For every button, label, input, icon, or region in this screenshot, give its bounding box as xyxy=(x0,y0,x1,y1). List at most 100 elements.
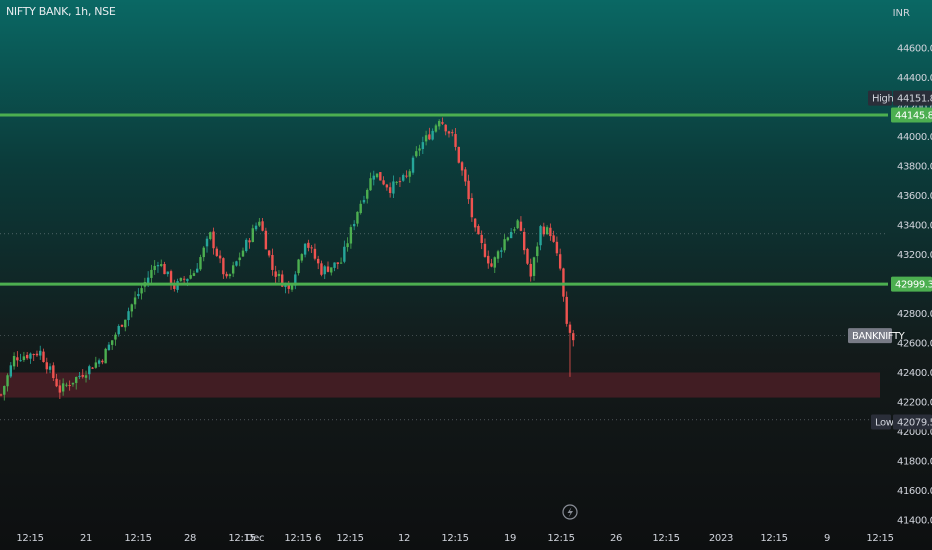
candle-body xyxy=(281,274,284,287)
candle-body xyxy=(545,227,549,235)
candle-body xyxy=(97,360,101,364)
candle xyxy=(218,250,222,264)
x-tick-label: 12:15 xyxy=(866,533,893,544)
candle xyxy=(258,217,261,228)
candle-body xyxy=(19,360,22,362)
candle-body xyxy=(101,360,104,363)
candle xyxy=(523,228,526,255)
candle xyxy=(248,238,251,249)
candle-body xyxy=(238,257,241,261)
candle xyxy=(179,277,183,282)
low-label-tag: Low xyxy=(871,414,894,430)
candle xyxy=(424,130,428,146)
currency-label: INR xyxy=(892,8,910,19)
candle xyxy=(150,264,153,284)
candle-body xyxy=(274,271,277,277)
candle xyxy=(114,332,117,346)
candle xyxy=(379,171,382,181)
candle xyxy=(140,282,143,300)
candle xyxy=(509,228,513,239)
flash-icon[interactable] xyxy=(562,504,578,520)
level-tag-0-text: 44145.85 xyxy=(895,110,932,121)
candle-body xyxy=(398,181,402,183)
zone-rect xyxy=(0,372,880,398)
candle-body xyxy=(460,162,464,171)
candle-body xyxy=(509,231,513,239)
horizontal-lines[interactable] xyxy=(0,113,888,421)
candle xyxy=(372,170,375,186)
candle-body xyxy=(110,340,114,345)
candle-body xyxy=(71,382,75,385)
candle xyxy=(326,261,330,273)
candle xyxy=(156,261,160,273)
candle-body xyxy=(6,375,9,387)
x-tick-label: 12:15 xyxy=(547,533,574,544)
candle-body xyxy=(290,284,294,290)
candle-body xyxy=(199,257,202,270)
candle xyxy=(160,259,163,268)
candle-body xyxy=(300,254,304,261)
candle-body xyxy=(316,258,320,264)
symbol-tag-text: BANKNIFTY xyxy=(852,331,906,342)
candle-body xyxy=(114,334,117,340)
candle xyxy=(437,119,441,130)
candle-body xyxy=(9,365,13,377)
candle-body xyxy=(61,383,65,392)
candle-body xyxy=(470,198,474,218)
candle xyxy=(313,243,317,261)
candle xyxy=(454,127,457,151)
candle-body xyxy=(415,151,418,157)
chart-title: NIFTY BANK, 1h, NSE xyxy=(6,5,116,18)
candle xyxy=(32,353,35,362)
candle xyxy=(19,353,22,362)
y-tick-label: 42200.00 xyxy=(897,398,932,409)
y-tick-label: 43200.00 xyxy=(897,250,932,261)
candle-body xyxy=(379,172,382,181)
candle xyxy=(536,242,539,263)
candle-body xyxy=(241,250,245,257)
y-tick-label: 41400.00 xyxy=(897,516,932,527)
candle-body xyxy=(120,324,124,327)
candle xyxy=(369,172,372,191)
candle xyxy=(277,270,281,283)
candle xyxy=(428,127,431,141)
candle xyxy=(339,257,343,264)
candle xyxy=(545,225,549,236)
candle-body xyxy=(408,171,411,177)
candle xyxy=(565,291,568,327)
candle xyxy=(526,247,529,265)
candle xyxy=(212,227,215,255)
candle xyxy=(235,260,238,267)
candle-body xyxy=(411,157,415,173)
candle-body xyxy=(552,235,555,242)
candle-body xyxy=(523,231,526,251)
candle-body xyxy=(385,184,389,188)
candle-body xyxy=(222,258,225,275)
candle xyxy=(97,358,101,367)
candle-body xyxy=(264,230,268,250)
candle xyxy=(441,117,444,125)
candle-body xyxy=(336,262,340,264)
candle-body xyxy=(156,265,160,267)
y-tick-label: 43600.00 xyxy=(897,191,932,202)
candle xyxy=(241,247,245,258)
candle-body xyxy=(153,265,156,271)
candle-body xyxy=(352,223,356,227)
candle xyxy=(267,249,271,258)
candle-body xyxy=(323,266,326,275)
candle-body xyxy=(160,264,163,267)
candle xyxy=(222,257,225,279)
candle xyxy=(307,239,310,252)
candle-body xyxy=(418,148,421,151)
candle xyxy=(568,321,572,377)
candle xyxy=(503,234,506,253)
candle-body xyxy=(137,294,140,297)
x-tick-label: 19 xyxy=(504,533,516,544)
candle xyxy=(176,278,179,293)
candle-body xyxy=(294,274,297,286)
low-label-tag-bg xyxy=(871,414,891,430)
candle xyxy=(254,222,258,232)
candle xyxy=(271,248,274,276)
